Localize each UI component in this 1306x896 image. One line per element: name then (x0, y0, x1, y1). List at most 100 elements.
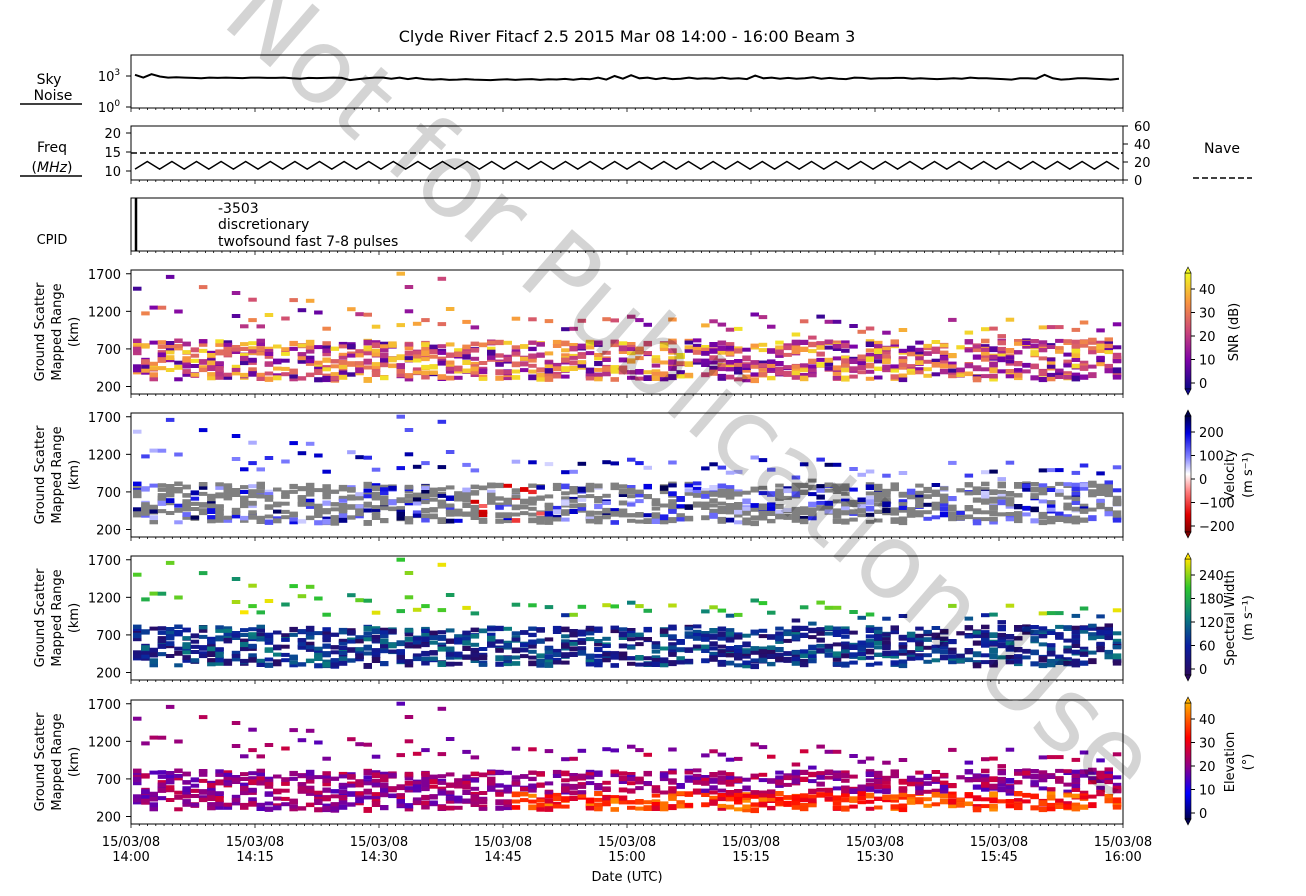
data-cell (1030, 375, 1039, 381)
data-cell (536, 495, 545, 501)
data-cell (338, 774, 348, 779)
data-cell (256, 342, 265, 347)
data-cell (371, 628, 381, 635)
data-cell (1088, 339, 1097, 345)
data-cell (701, 501, 710, 506)
data-cell (725, 470, 735, 475)
data-cell (734, 792, 743, 799)
data-cell (165, 771, 175, 775)
data-cell (956, 653, 965, 658)
data-cell (577, 647, 587, 654)
data-cell (569, 646, 578, 652)
data-cell (651, 518, 661, 524)
data-cell (149, 448, 158, 453)
data-cell (849, 660, 858, 665)
data-cell (355, 495, 364, 501)
data-cell (898, 758, 908, 762)
data-cell (281, 777, 290, 782)
data-cell (610, 377, 619, 382)
data-cell (643, 781, 652, 786)
data-cell (898, 778, 908, 783)
data-cell (627, 805, 636, 810)
data-cell (1005, 359, 1015, 364)
data-cell (182, 658, 191, 663)
data-cell (256, 519, 265, 524)
data-cell (264, 313, 274, 317)
data-cell (322, 771, 331, 777)
data-cell (865, 786, 875, 792)
data-cell (305, 625, 315, 632)
data-cell (692, 768, 702, 773)
data-cell (174, 503, 183, 508)
data-cell (297, 519, 307, 524)
data-cell (412, 751, 422, 756)
data-cell (890, 364, 899, 369)
data-cell (989, 516, 998, 522)
data-cell (799, 605, 809, 610)
data-cell (997, 620, 1006, 625)
data-cell (404, 772, 414, 777)
data-cell (223, 351, 233, 356)
data-cell (709, 503, 718, 508)
data-cell (330, 650, 340, 655)
data-cell (404, 739, 414, 744)
data-cell (1038, 611, 1048, 616)
data-cell (421, 350, 430, 357)
data-cell (388, 628, 397, 634)
data-cell (618, 349, 628, 354)
data-cell (396, 640, 405, 647)
data-cell (717, 626, 727, 632)
data-cell (330, 489, 340, 494)
data-cell (182, 802, 191, 807)
data-cell (981, 374, 990, 379)
data-cell (157, 774, 167, 779)
data-cell (997, 477, 1006, 482)
data-cell (594, 783, 603, 787)
data-cell (363, 520, 372, 526)
data-cell (709, 491, 718, 497)
data-cell (182, 364, 191, 369)
data-cell (627, 314, 636, 319)
data-cell (487, 483, 496, 488)
data-cell (478, 662, 488, 667)
data-cell (198, 795, 208, 800)
data-cell (1055, 338, 1064, 343)
data-cell (256, 658, 265, 663)
data-cell (989, 346, 998, 353)
data-cell (882, 507, 891, 513)
data-cell (355, 653, 364, 660)
data-cell (495, 661, 504, 667)
data-cell (734, 648, 743, 655)
data-cell (371, 371, 381, 377)
data-cell (528, 357, 537, 363)
data-cell (314, 807, 323, 813)
data-cell (948, 654, 957, 659)
cpid-panel: CPID -3503 discretionary twofsound fast … (37, 197, 1124, 252)
data-cell (404, 807, 414, 812)
data-cell (668, 796, 677, 801)
data-cell (198, 485, 208, 490)
data-cell (1014, 659, 1023, 664)
data-cell (898, 359, 908, 364)
data-cell (1038, 342, 1048, 347)
data-cell (338, 341, 348, 346)
data-cell (841, 785, 850, 791)
data-cell (717, 465, 727, 470)
data-cell (915, 777, 924, 782)
data-cell (874, 366, 883, 371)
data-cell (248, 653, 257, 658)
data-cell (421, 787, 430, 792)
data-cell (906, 513, 916, 518)
data-cell (717, 770, 727, 776)
data-cell (1005, 502, 1015, 507)
data-cell (1055, 632, 1064, 637)
data-cell (701, 658, 710, 664)
data-cell (948, 647, 957, 653)
data-cell (758, 348, 768, 353)
data-cell (849, 467, 858, 471)
data-cell (421, 643, 430, 648)
data-cell (190, 639, 200, 644)
data-cell (1088, 348, 1097, 355)
data-cell (133, 654, 142, 659)
data-cell (347, 487, 356, 493)
